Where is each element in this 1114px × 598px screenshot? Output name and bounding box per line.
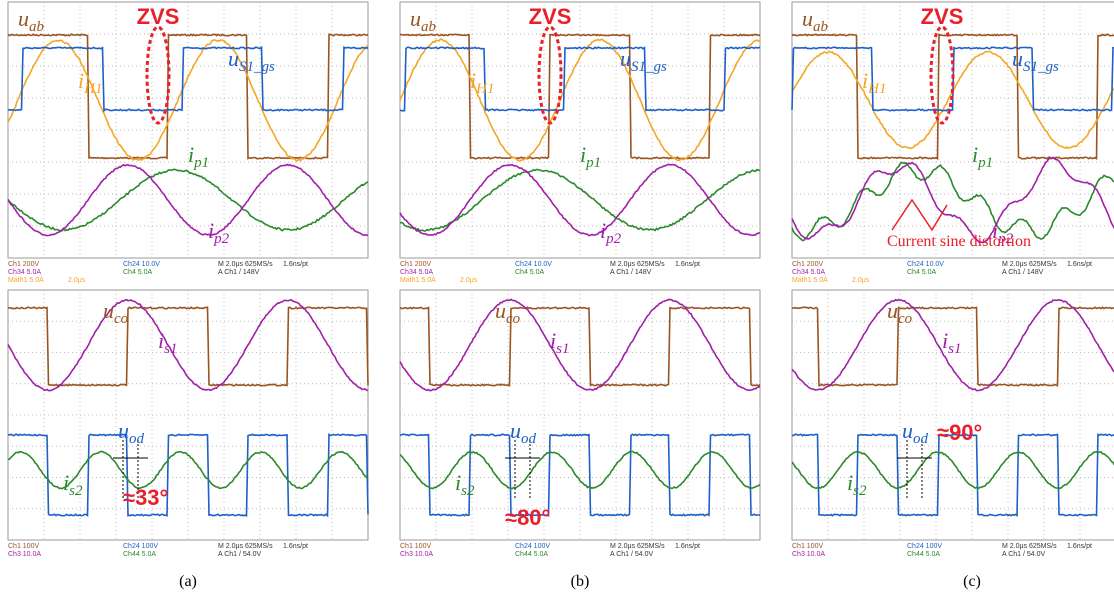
scope-readout: Ch24 100V	[123, 543, 158, 550]
scope-readout: Ch1 100V	[792, 543, 823, 550]
label-symbol: u	[228, 46, 239, 71]
scope-readout: Math1 5.0A	[400, 277, 436, 284]
label-subscript: od	[521, 431, 537, 447]
label-symbol: u	[410, 6, 421, 31]
distortion-note: Current sine distortion	[887, 233, 1031, 250]
label-symbol: u	[495, 298, 506, 323]
panel-caption: (a)	[179, 573, 197, 590]
label-subscript: ab	[813, 19, 829, 35]
scope-readout: M 2.0µs 625MS/s	[610, 543, 665, 550]
scope-readout: Ch24 100V	[907, 543, 942, 550]
scope-readout: Ch44 5.0A	[515, 551, 548, 558]
scope-readout: Ch3 10.0A	[400, 551, 433, 558]
scope-readout: 2.0µs	[852, 277, 870, 284]
label-symbol: u	[887, 298, 898, 323]
phase-angle: ≈33°	[123, 485, 168, 510]
label-subscript: od	[913, 431, 929, 447]
label-symbol: u	[1012, 46, 1023, 71]
phase-angle: ≈80°	[505, 505, 550, 530]
label-subscript: s2	[853, 483, 867, 499]
label-subscript: p1	[585, 155, 601, 171]
scope-readout: 2.0µs	[68, 277, 86, 284]
label-symbol: u	[510, 418, 521, 443]
label-subscript: co	[506, 311, 521, 327]
label-subscript: s2	[69, 483, 83, 499]
label-subscript: p2	[605, 231, 622, 247]
scope-readout: Ch24 100V	[515, 543, 550, 550]
label-subscript: od	[129, 431, 145, 447]
scope-readout: 1.6ns/pt	[675, 261, 700, 268]
scope-readout: Ch1 100V	[400, 543, 431, 550]
scope-readout: M 2.0µs 625MS/s	[1002, 261, 1057, 268]
zvs-annotation: ZVS	[921, 4, 964, 29]
scope-readout: M 2.0µs 625MS/s	[1002, 543, 1057, 550]
scope-readout: Ch44 5.0A	[123, 551, 156, 558]
scope-readout: 2.0µs	[460, 277, 478, 284]
label-symbol: u	[902, 418, 913, 443]
label-subscript: s2	[461, 483, 475, 499]
scope-readout: Ch34 5.0A	[792, 269, 825, 276]
scope-readout: Ch1 200V	[400, 261, 431, 268]
zvs-annotation: ZVS	[529, 4, 572, 29]
panel-caption: (c)	[963, 573, 981, 590]
zvs-annotation: ZVS	[137, 4, 180, 29]
scope-readout: A Ch1 / 148V	[1002, 269, 1044, 276]
panel-caption: (b)	[571, 573, 590, 590]
label-subscript: co	[898, 311, 913, 327]
label-subscript: S1_gs	[1023, 59, 1059, 75]
label-subscript: S1_gs	[239, 59, 275, 75]
label-subscript: s1	[556, 341, 569, 357]
scope-readout: A Ch1 / 148V	[610, 269, 652, 276]
scope-readout: Ch24 10.0V	[907, 261, 944, 268]
scope-readout: Ch3 10.0A	[8, 551, 41, 558]
scope-readout: Ch34 5.0A	[8, 269, 41, 276]
scope-readout: Math1 5.0A	[792, 277, 828, 284]
label-subscript: H1	[867, 81, 886, 97]
scope-readout: Ch4 5.0A	[515, 269, 545, 276]
scope-readout: 1.6ns/pt	[1067, 261, 1092, 268]
label-symbol: u	[620, 46, 631, 71]
scope-readout: Ch44 5.0A	[907, 551, 940, 558]
label-symbol: u	[118, 418, 129, 443]
scope-readout: Ch24 10.0V	[515, 261, 552, 268]
scope-readout: M 2.0µs 625MS/s	[218, 261, 273, 268]
scope-readout: Ch3 10.0A	[792, 551, 825, 558]
label-subscript: p1	[977, 155, 993, 171]
label-symbol: u	[18, 6, 29, 31]
label-subscript: s1	[948, 341, 961, 357]
scope-readout: 1.6ns/pt	[1067, 543, 1092, 550]
label-subscript: s1	[164, 341, 177, 357]
scope-readout: A Ch1 / 54.0V	[610, 551, 654, 558]
label-subscript: H1	[83, 81, 102, 97]
label-symbol: u	[802, 6, 813, 31]
scope-readout: Ch24 10.0V	[123, 261, 160, 268]
phase-angle: ≈90°	[937, 420, 982, 445]
scope-readout: A Ch1 / 148V	[218, 269, 260, 276]
scope-readout: Ch34 5.0A	[400, 269, 433, 276]
scope-readout: Ch1 200V	[8, 261, 39, 268]
figure: ZVSuabiH1uS1_gsip1ip2Ch1 200VCh34 5.0AMa…	[0, 0, 1114, 598]
scope-readout: Ch4 5.0A	[907, 269, 937, 276]
label-subscript: S1_gs	[631, 59, 667, 75]
label-subscript: p2	[213, 231, 230, 247]
label-symbol: u	[103, 298, 114, 323]
label-subscript: ab	[421, 19, 437, 35]
label-subscript: co	[114, 311, 129, 327]
scope-readout: 1.6ns/pt	[675, 543, 700, 550]
scope-readout: 1.6ns/pt	[283, 261, 308, 268]
scope-readout: A Ch1 / 54.0V	[1002, 551, 1046, 558]
scope-readout: Ch1 200V	[792, 261, 823, 268]
scope-readout: Math1 5.0A	[8, 277, 44, 284]
label-subscript: H1	[475, 81, 494, 97]
scope-readout: M 2.0µs 625MS/s	[610, 261, 665, 268]
scope-readout: Ch4 5.0A	[123, 269, 153, 276]
scope-readout: A Ch1 / 54.0V	[218, 551, 262, 558]
label-subscript: ab	[29, 19, 45, 35]
scope-readout: 1.6ns/pt	[283, 543, 308, 550]
scope-readout: M 2.0µs 625MS/s	[218, 543, 273, 550]
scope-readout: Ch1 100V	[8, 543, 39, 550]
label-subscript: p1	[193, 155, 209, 171]
